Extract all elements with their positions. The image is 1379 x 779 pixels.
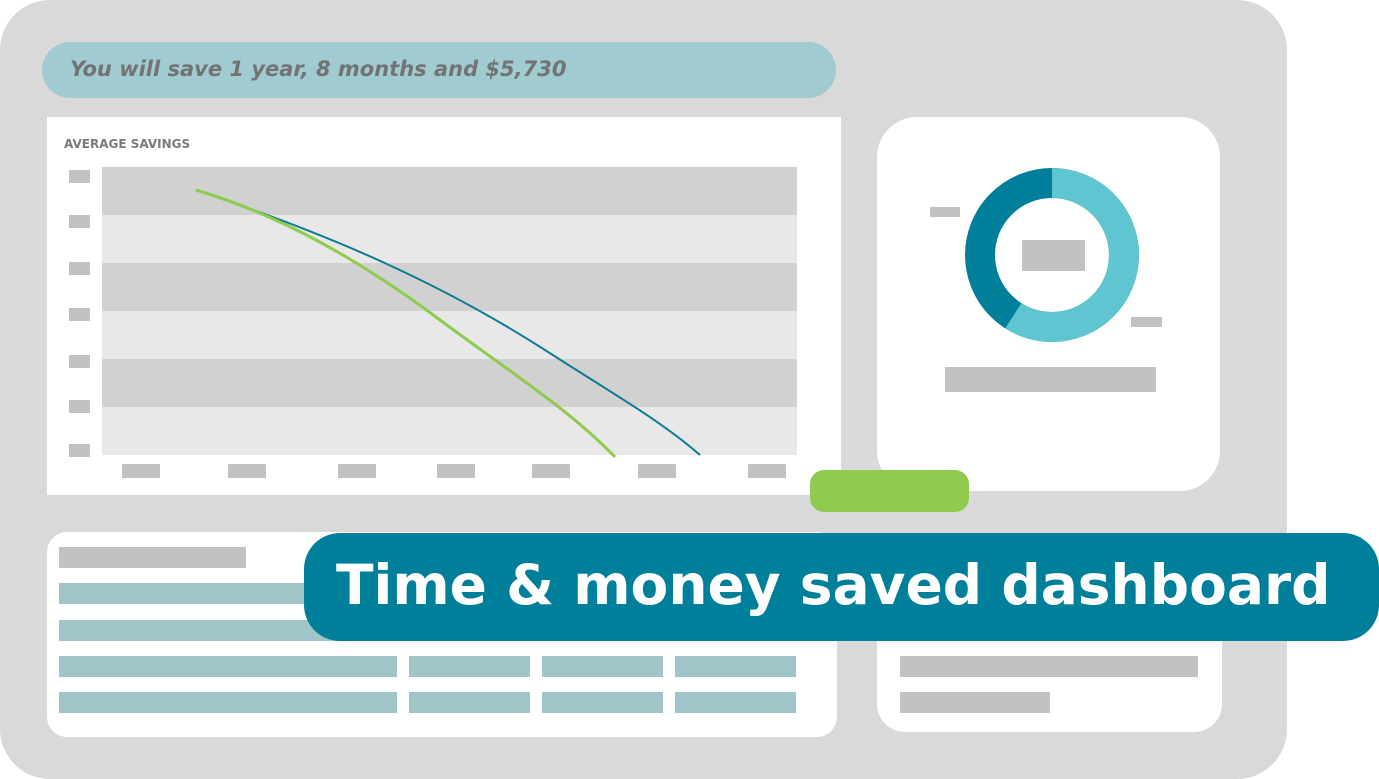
donut-chart — [965, 168, 1139, 342]
savings-summary-banner: You will save 1 year, 8 months and $5,73… — [42, 42, 836, 98]
y-tick-label-placeholder — [69, 262, 90, 275]
dashboard-title: Time & money saved dashboard — [336, 553, 1331, 617]
green-action-button[interactable] — [810, 470, 969, 512]
series-line-green — [195, 188, 617, 459]
table-row — [59, 583, 359, 604]
x-tick-label-placeholder — [532, 464, 570, 478]
table-cell — [675, 656, 796, 677]
y-tick-label-placeholder — [69, 355, 90, 368]
x-tick-label-placeholder — [122, 464, 160, 478]
table-cell — [59, 656, 397, 677]
y-tick-label-placeholder — [69, 215, 90, 228]
x-tick-label-placeholder — [338, 464, 376, 478]
series-line-blue — [195, 189, 701, 456]
chart-title: AVERAGE SAVINGS — [64, 137, 191, 151]
table-heading-placeholder — [59, 547, 246, 568]
x-tick-label-placeholder — [228, 464, 266, 478]
table-cell — [542, 656, 663, 677]
chart-band — [102, 359, 797, 407]
donut-label-placeholder — [930, 207, 960, 217]
table-row — [59, 620, 359, 641]
donut-label-placeholder — [1131, 317, 1162, 327]
donut-center-value-placeholder — [1022, 240, 1085, 271]
y-tick-label-placeholder — [69, 444, 90, 457]
y-tick-label-placeholder — [69, 400, 90, 413]
table-cell — [542, 692, 663, 713]
savings-message: You will save 1 year, 8 months and $5,73… — [70, 57, 567, 81]
table-cell — [409, 656, 530, 677]
y-tick-label-placeholder — [69, 170, 90, 183]
summary-line-placeholder — [900, 656, 1198, 677]
y-tick-label-placeholder — [69, 308, 90, 321]
dashboard-title-banner: Time & money saved dashboard — [304, 533, 1379, 641]
x-tick-label-placeholder — [748, 464, 786, 478]
summary-line-placeholder — [900, 692, 1050, 713]
table-cell — [409, 692, 530, 713]
table-cell — [59, 692, 397, 713]
donut-caption-placeholder — [945, 367, 1156, 392]
chart-band — [102, 167, 797, 215]
chart-band — [102, 263, 797, 311]
chart-band — [102, 311, 797, 359]
x-tick-label-placeholder — [638, 464, 676, 478]
table-cell — [675, 692, 796, 713]
chart-band — [102, 215, 797, 263]
x-tick-label-placeholder — [437, 464, 475, 478]
chart-band — [102, 407, 797, 455]
donut-segment-primary — [965, 168, 1139, 342]
